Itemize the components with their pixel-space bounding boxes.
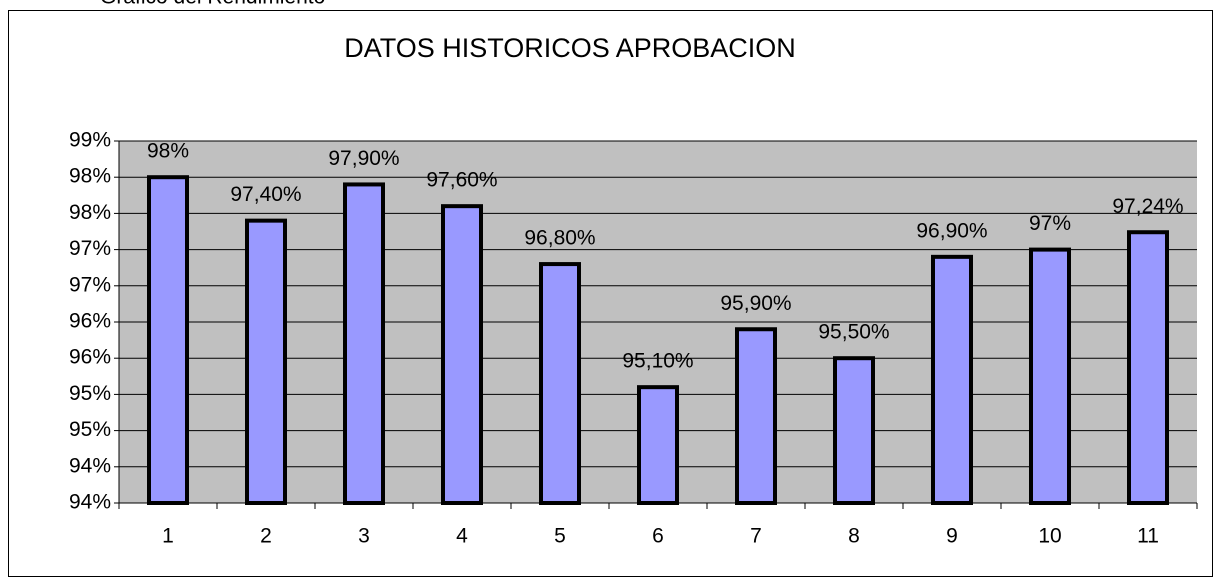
data-label: 97,90% [328, 147, 399, 170]
bar [637, 385, 679, 505]
x-tick-label: 6 [652, 525, 664, 548]
chart-title: DATOS HISTORICOS APROBACION [344, 33, 796, 63]
bar [735, 327, 777, 505]
bar [833, 356, 875, 506]
x-tick-label: 11 [1137, 525, 1159, 548]
bar [1127, 230, 1169, 505]
data-label: 95,90% [720, 292, 791, 315]
y-tick-label: 94% [69, 491, 111, 514]
data-label: 96,90% [916, 219, 987, 242]
x-tick-label: 9 [946, 525, 958, 548]
data-label: 97,60% [426, 169, 497, 192]
bar [1029, 247, 1071, 505]
bar [245, 218, 287, 505]
x-tick-label: 10 [1038, 525, 1061, 548]
data-label: 97,24% [1112, 195, 1183, 218]
data-label: 96,80% [524, 227, 595, 250]
data-label: 97% [1029, 212, 1071, 235]
x-tick-label: 5 [554, 525, 566, 548]
bar [931, 254, 973, 505]
y-tick-label: 98% [69, 201, 111, 224]
data-label: 97,40% [230, 183, 301, 206]
y-tick-label: 98% [69, 165, 111, 188]
bar [539, 262, 581, 505]
x-tick-label: 8 [848, 525, 860, 548]
y-tick-label: 96% [69, 346, 111, 369]
y-tick-label: 97% [69, 237, 111, 260]
y-tick-label: 99% [69, 129, 111, 152]
x-tick-label: 2 [260, 525, 272, 548]
y-tick-label: 95% [69, 418, 111, 441]
bar [343, 182, 385, 505]
caption: Gráfico del Rendimiento [100, 0, 325, 9]
bar [441, 204, 483, 505]
y-tick-label: 97% [69, 273, 111, 296]
y-tick-label: 96% [69, 310, 111, 333]
x-tick-label: 4 [456, 525, 468, 548]
data-label: 95,10% [622, 350, 693, 373]
x-tick-label: 3 [358, 525, 370, 548]
data-label: 95,50% [818, 321, 889, 344]
y-tick-label: 95% [69, 382, 111, 405]
x-tick-label: 1 [162, 525, 174, 548]
y-tick-label: 94% [69, 454, 111, 477]
data-label: 98% [147, 140, 189, 163]
bar [147, 175, 189, 505]
x-tick-label: 7 [750, 525, 762, 548]
